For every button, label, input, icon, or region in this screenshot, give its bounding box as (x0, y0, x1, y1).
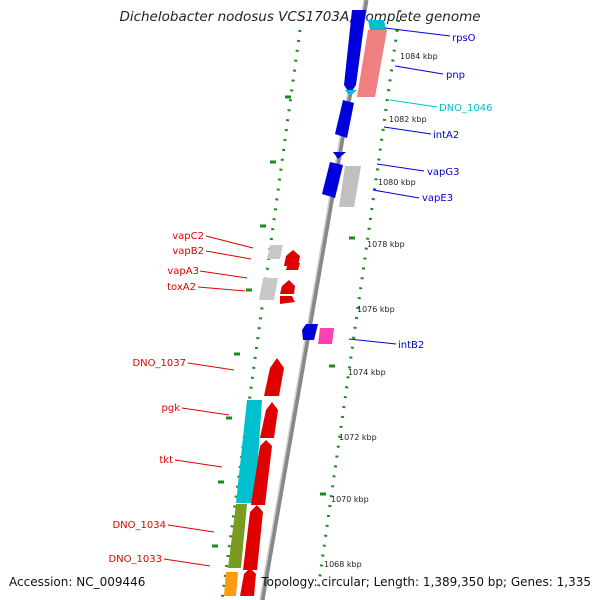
scale-label: 1082 kbp (389, 115, 427, 124)
gene-label-dno1046: DNO_1046 (439, 103, 493, 114)
gene-small-reverse (333, 152, 346, 159)
gene-vapb2 (284, 250, 300, 266)
gene-dno1033 (240, 568, 256, 596)
leader-inta2 (383, 126, 432, 135)
leader-toxa2 (197, 286, 246, 292)
gene-rpso (368, 20, 386, 30)
scale-label: 1074 kbp (348, 368, 386, 377)
gene-label-vapb2: vapB2 (172, 246, 204, 257)
gene-label-intb2: intB2 (398, 340, 424, 351)
genome-backbone (259, 0, 369, 600)
gene-tkt (251, 440, 272, 505)
gene-reverse-top (344, 10, 366, 85)
leader-tkt (174, 459, 223, 468)
leader-pnp (394, 65, 444, 75)
gene-toxa2 (280, 296, 295, 304)
accession-label: Accession: NC_009446 (9, 575, 146, 589)
gene-label-pnp: pnp (446, 70, 465, 81)
gene-vapg3 (322, 162, 343, 198)
leader-dno1046 (389, 99, 438, 108)
genome-summary: Topology: circular; Length: 1,389,350 bp… (261, 575, 591, 589)
gene-label-dno1037: DNO_1037 (132, 358, 186, 369)
gene-label-inta2: intA2 (433, 130, 459, 141)
leader-dno1037 (187, 362, 235, 371)
leader-rpso (384, 27, 451, 37)
leader-intb2 (348, 338, 397, 345)
scale-label: 1076 kbp (357, 305, 395, 314)
gene-intb2-reverse (302, 324, 318, 340)
gene-label-rpso: rpsO (452, 33, 476, 44)
gene-vape3 (339, 166, 361, 207)
gene-dno1033-orange (224, 572, 238, 596)
gene-label-toxa2: toxA2 (167, 282, 196, 293)
scale-label: 1084 kbp (400, 52, 438, 61)
leader-dno1033 (163, 558, 211, 567)
gene-inta2 (335, 100, 354, 138)
gene-dno1046-arrow (345, 90, 357, 96)
gene-vapc2 (267, 245, 283, 259)
ruler-dashes (212, 95, 355, 548)
gene-label-vape3: vapE3 (422, 193, 453, 204)
map-title: Dichelobacter nodosus VCS1703A, complete… (119, 9, 481, 25)
leader-vapg3 (376, 163, 425, 172)
gene-dno1037 (264, 358, 284, 396)
gene-dno1034 (228, 504, 247, 568)
scale-label: 1080 kbp (378, 178, 416, 187)
scale-label: 1070 kbp (331, 495, 369, 504)
leader-dno1034 (167, 524, 215, 533)
leader-pgk (181, 407, 230, 416)
gene-label-dno1034: DNO_1034 (112, 520, 166, 531)
scale-label: 1072 kbp (339, 433, 377, 442)
gene-label-vapc2: vapC2 (172, 231, 204, 242)
gene-label-vapa3: vapA3 (167, 266, 199, 277)
gene-label-pgk: pgk (162, 403, 181, 414)
gene-label-dno1033: DNO_1033 (108, 554, 162, 565)
gene-pnp (357, 30, 387, 97)
gene-intb2 (318, 328, 334, 344)
scale-label: 1078 kbp (367, 240, 405, 249)
scale-label: 1068 kbp (324, 560, 362, 569)
gene-label-tkt: tkt (159, 455, 173, 466)
gene-label-vapg3: vapG3 (427, 167, 460, 178)
leader-vape3 (372, 189, 420, 199)
gene-vapa3-small (286, 263, 300, 270)
leader-vapa3 (199, 270, 248, 279)
leader-vapb2 (205, 250, 252, 260)
gene-reverse-top-head (344, 85, 356, 94)
gene-vapa3 (280, 280, 295, 294)
gene-pgk (260, 402, 278, 438)
gene-toxa2-gray (259, 278, 278, 300)
leader-vapc2 (205, 235, 254, 249)
gene-dno1034-forward (243, 505, 263, 570)
genome-backbone-highlight (259, 0, 365, 600)
